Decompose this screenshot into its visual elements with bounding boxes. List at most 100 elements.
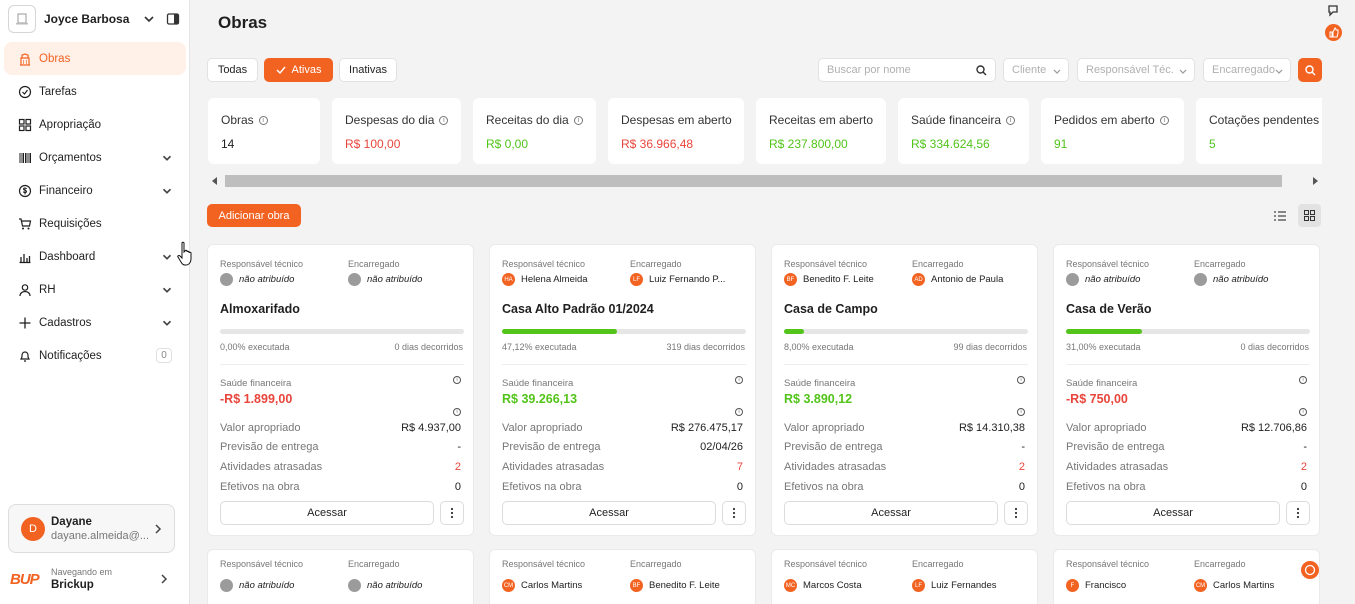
avatar: BF [784,273,797,286]
manager-label: Encarregado [630,559,682,569]
manager-label: Encarregado [348,559,400,569]
sidebar-item-rh[interactable]: RH [4,273,186,306]
sidebar-item-label: Financeiro [39,184,93,197]
kpi-value: 14 [221,137,235,151]
chevron-down-icon[interactable] [160,283,174,297]
scroll-thumb[interactable] [225,175,1282,187]
appropriated-value: R$ 12.706,86 [1240,422,1307,434]
appropriated-value: R$ 276.475,17 [670,422,743,434]
more-options-button[interactable] [722,501,746,525]
more-options-button[interactable] [440,501,464,525]
add-obra-button[interactable]: Adicionar obra [207,204,301,227]
obra-title[interactable]: Casa de Verão [1066,302,1152,316]
info-icon[interactable]: i [735,408,743,416]
info-icon[interactable]: i [1299,376,1307,384]
executed-text: 47,12% executada [502,342,577,352]
sidebar-item-cadastros[interactable]: Cadastros [4,306,186,339]
feedback-icon[interactable] [1326,4,1340,18]
info-icon[interactable]: i [258,116,268,126]
workspace-switcher[interactable]: Joyce Barbosa E... [8,4,182,34]
search-button[interactable] [1298,58,1322,82]
access-button[interactable]: Acessar [1066,501,1280,525]
info-icon[interactable]: i [573,116,583,126]
scroll-left-icon[interactable] [212,177,218,185]
company-switcher[interactable]: BUP Navegando em Brickup [10,564,180,594]
more-vertical-icon [732,507,736,519]
obra-title[interactable]: Almoxarifado [220,302,300,316]
info-icon[interactable]: i [1159,116,1169,126]
sidebar-nav: Obras Tarefas Apropriação Orçamentos Finance… [0,42,190,372]
manager-person: AD Antonio de Paula [912,273,1003,286]
tech-name: não atribuído [1085,274,1141,285]
info-icon[interactable]: i [453,376,461,384]
sidebar-item-apropriacao[interactable]: Apropriação [4,108,186,141]
main-content: Obras Todas Ativas Inativas Buscar por n… [190,0,1355,604]
staff-label: Efetivos na obra [784,481,864,493]
chat-icon[interactable] [1301,561,1319,579]
chevron-down-icon[interactable] [160,316,174,330]
access-button[interactable]: Acessar [220,501,434,525]
obra-card: Responsável técnico Encarregado não atribu… [1053,244,1320,536]
manager-label: Encarregado [912,559,964,569]
sidebar-item-requisicoes[interactable]: Requisições [4,207,186,240]
delivery-label: Previsão de entrega [1066,441,1165,453]
health-value: R$ 39.266,13 [502,392,578,406]
more-options-button[interactable] [1286,501,1310,525]
sidebar-toggle-icon[interactable] [166,12,180,26]
client-select[interactable]: Cliente [1003,58,1069,82]
tech-label: Responsável técnico [220,259,304,269]
filter-inactive-button[interactable]: Inativas [339,58,397,82]
filter-active-button[interactable]: Ativas [264,58,333,82]
tech-select[interactable]: Responsável Téc. [1077,58,1195,82]
building-icon [20,52,30,66]
filter-all-button[interactable]: Todas [207,58,258,82]
more-options-button[interactable] [1004,501,1028,525]
sidebar-item-notificacoes[interactable]: Notificações 0 [4,339,186,372]
staff-value: 0 [1018,481,1025,493]
scroll-right-icon[interactable] [1312,177,1318,185]
search-input[interactable]: Buscar por nome [818,58,996,82]
sidebar-item-label: Obras [39,52,71,65]
manager-select[interactable]: Encarregado [1203,58,1291,82]
sidebar-item-dashboard[interactable]: Dashboard [4,240,186,273]
user-icon [19,283,31,296]
days-text: 99 dias decorridos [953,342,1027,352]
progress-fill [784,329,804,334]
tech-name: não atribuído [239,580,295,591]
chevron-down-icon[interactable] [142,12,156,26]
chevron-down-icon[interactable] [160,151,174,165]
sidebar-item-financeiro[interactable]: Financeiro [4,174,186,207]
user-menu[interactable]: D Dayane dayane.almeida@... [8,504,175,553]
info-icon[interactable]: i [453,408,461,416]
manager-person: não atribuído [1194,273,1268,286]
chevron-down-icon[interactable] [160,250,174,264]
sidebar-item-obras[interactable]: Obras [4,42,186,75]
sidebar-item-tarefas[interactable]: Tarefas [4,75,186,108]
list-view-button[interactable] [1268,204,1291,227]
obra-card: Responsável técnico Encarregado HA Helena A… [489,244,756,536]
info-icon[interactable]: i [1017,408,1025,416]
access-button[interactable]: Acessar [784,501,998,525]
info-icon[interactable]: i [439,116,449,126]
obra-title[interactable]: Casa Alto Padrão 01/2024 [502,302,654,316]
info-icon[interactable]: i [1299,408,1307,416]
horizontal-scrollbar[interactable] [208,172,1322,190]
info-icon[interactable]: i [1006,116,1016,126]
executed-text: 8,00% executada [784,342,854,352]
kpi-value: 5 [1209,137,1216,151]
like-icon[interactable] [1325,24,1342,41]
bar-chart-icon [19,253,31,263]
avatar [348,273,361,286]
info-icon[interactable]: i [735,376,743,384]
info-icon[interactable]: i [1017,376,1025,384]
sidebar-item-orcamentos[interactable]: Orçamentos [4,141,186,174]
grid-view-button[interactable] [1298,204,1321,227]
kpi-label: Receitas do dia [486,113,569,127]
access-button[interactable]: Acessar [502,501,716,525]
chevron-down-icon[interactable] [160,184,174,198]
obra-title[interactable]: Casa de Campo [784,302,878,316]
avatar [348,579,361,592]
more-vertical-icon [450,507,454,519]
tech-person: não atribuído [220,579,294,592]
tech-name: Helena Almeida [521,274,588,285]
